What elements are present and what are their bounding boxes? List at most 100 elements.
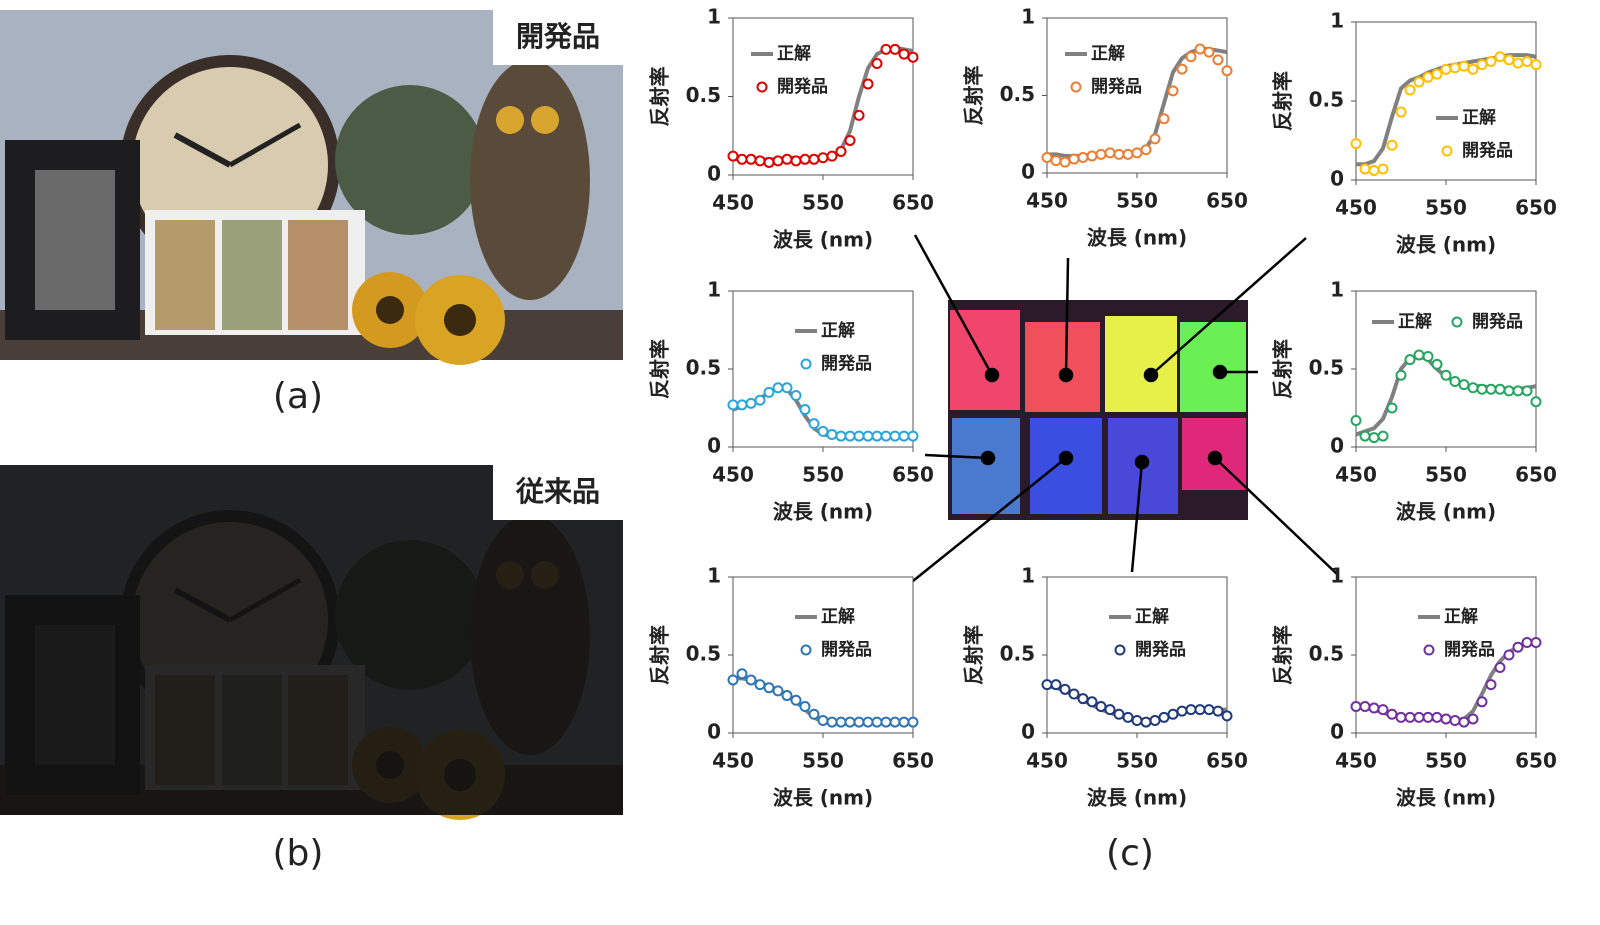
data-point bbox=[817, 715, 829, 727]
legend-label: 正解 bbox=[821, 320, 855, 341]
data-point bbox=[826, 716, 838, 728]
data-point bbox=[754, 679, 766, 691]
data-point bbox=[1440, 63, 1452, 75]
data-point bbox=[799, 153, 811, 165]
data-point bbox=[1140, 144, 1152, 156]
photo-conventional: 従来品 bbox=[0, 465, 623, 820]
data-point bbox=[727, 150, 739, 162]
x-tick-label: 650 bbox=[892, 463, 934, 487]
x-axis-label: 波長 (nm) bbox=[773, 500, 873, 524]
data-point bbox=[1449, 375, 1461, 387]
data-point bbox=[1377, 704, 1389, 716]
data-point bbox=[1059, 156, 1071, 168]
x-axis-label: 波長 (nm) bbox=[1396, 500, 1496, 524]
caption: (c) bbox=[1106, 833, 1154, 874]
data-point bbox=[772, 155, 784, 167]
data-point bbox=[835, 716, 847, 728]
data-point bbox=[1431, 68, 1443, 80]
data-point bbox=[1350, 414, 1362, 426]
data-point bbox=[1422, 351, 1434, 363]
data-point bbox=[1194, 704, 1206, 716]
data-point bbox=[1395, 369, 1407, 381]
data-point bbox=[1359, 700, 1371, 712]
data-point bbox=[1059, 683, 1071, 695]
data-point bbox=[1395, 106, 1407, 118]
legend-label: 開発品 bbox=[821, 353, 872, 374]
x-tick-label: 650 bbox=[1515, 196, 1557, 220]
legend-label: 開発品 bbox=[1091, 76, 1142, 97]
data-point bbox=[1377, 430, 1389, 442]
data-point bbox=[772, 382, 784, 394]
y-tick-label: 1 bbox=[1330, 9, 1344, 33]
data-point bbox=[1095, 700, 1107, 712]
data-point bbox=[1104, 147, 1116, 159]
legend-label: 正解 bbox=[1135, 606, 1169, 627]
data-point bbox=[1386, 139, 1398, 151]
data-point bbox=[1368, 165, 1380, 177]
data-point bbox=[1494, 51, 1506, 63]
data-point bbox=[1422, 71, 1434, 83]
x-tick-label: 650 bbox=[892, 749, 934, 773]
data-point bbox=[790, 694, 802, 706]
y-axis-label: 反射率 bbox=[648, 625, 672, 685]
data-point bbox=[1167, 85, 1179, 97]
data-point bbox=[1494, 661, 1506, 673]
legend-label: 開発品 bbox=[1462, 140, 1513, 161]
y-tick-label: 1 bbox=[707, 5, 721, 29]
data-point bbox=[889, 716, 901, 728]
y-axis-label: 反射率 bbox=[962, 66, 986, 126]
data-point bbox=[1203, 704, 1215, 716]
data-point bbox=[1386, 402, 1398, 414]
data-point bbox=[736, 668, 748, 680]
data-point bbox=[835, 145, 847, 157]
legend-label: 開発品 bbox=[1444, 639, 1495, 660]
data-point bbox=[826, 429, 838, 441]
y-tick-label: 0.5 bbox=[1000, 82, 1035, 106]
x-tick-label: 450 bbox=[712, 749, 754, 773]
y-tick-label: 1 bbox=[1021, 564, 1035, 588]
data-point bbox=[1530, 396, 1542, 408]
y-tick-label: 0 bbox=[707, 720, 721, 744]
data-point bbox=[853, 430, 865, 442]
data-point bbox=[1167, 708, 1179, 720]
data-point bbox=[853, 109, 865, 121]
y-tick-label: 0.5 bbox=[1000, 642, 1035, 666]
data-point bbox=[1485, 679, 1497, 691]
data-point bbox=[1359, 430, 1371, 442]
data-point bbox=[1221, 65, 1233, 77]
legend-label: 正解 bbox=[777, 43, 811, 64]
legend-swatch bbox=[800, 644, 812, 656]
data-point bbox=[1449, 62, 1461, 74]
plot-frame bbox=[732, 290, 914, 448]
data-point bbox=[1413, 349, 1425, 361]
y-tick-label: 0.5 bbox=[686, 83, 721, 107]
legend-swatch bbox=[1070, 81, 1082, 93]
x-tick-label: 550 bbox=[802, 463, 844, 487]
sample-photo bbox=[948, 300, 1248, 520]
y-tick-label: 0 bbox=[707, 162, 721, 186]
x-tick-label: 550 bbox=[1425, 463, 1467, 487]
legend-label: 開発品 bbox=[821, 639, 872, 660]
data-point bbox=[781, 690, 793, 702]
x-tick-label: 450 bbox=[1335, 749, 1377, 773]
x-axis-label: 波長 (nm) bbox=[773, 228, 873, 252]
x-tick-label: 450 bbox=[1026, 749, 1068, 773]
x-axis-label: 波長 (nm) bbox=[1396, 786, 1496, 810]
data-point bbox=[745, 153, 757, 165]
data-point bbox=[1113, 708, 1125, 720]
x-axis-label: 波長 (nm) bbox=[1396, 233, 1496, 257]
data-point bbox=[1530, 637, 1542, 649]
x-tick-label: 550 bbox=[1116, 749, 1158, 773]
data-point bbox=[1104, 704, 1116, 716]
data-point bbox=[763, 386, 775, 398]
data-point bbox=[1368, 702, 1380, 714]
data-point bbox=[1131, 147, 1143, 159]
y-axis-label: 反射率 bbox=[648, 67, 672, 127]
data-point bbox=[1521, 385, 1533, 397]
data-point bbox=[871, 430, 883, 442]
x-axis-label: 波長 (nm) bbox=[773, 786, 873, 810]
data-point bbox=[745, 674, 757, 686]
data-point bbox=[862, 78, 874, 90]
data-point bbox=[907, 51, 919, 63]
